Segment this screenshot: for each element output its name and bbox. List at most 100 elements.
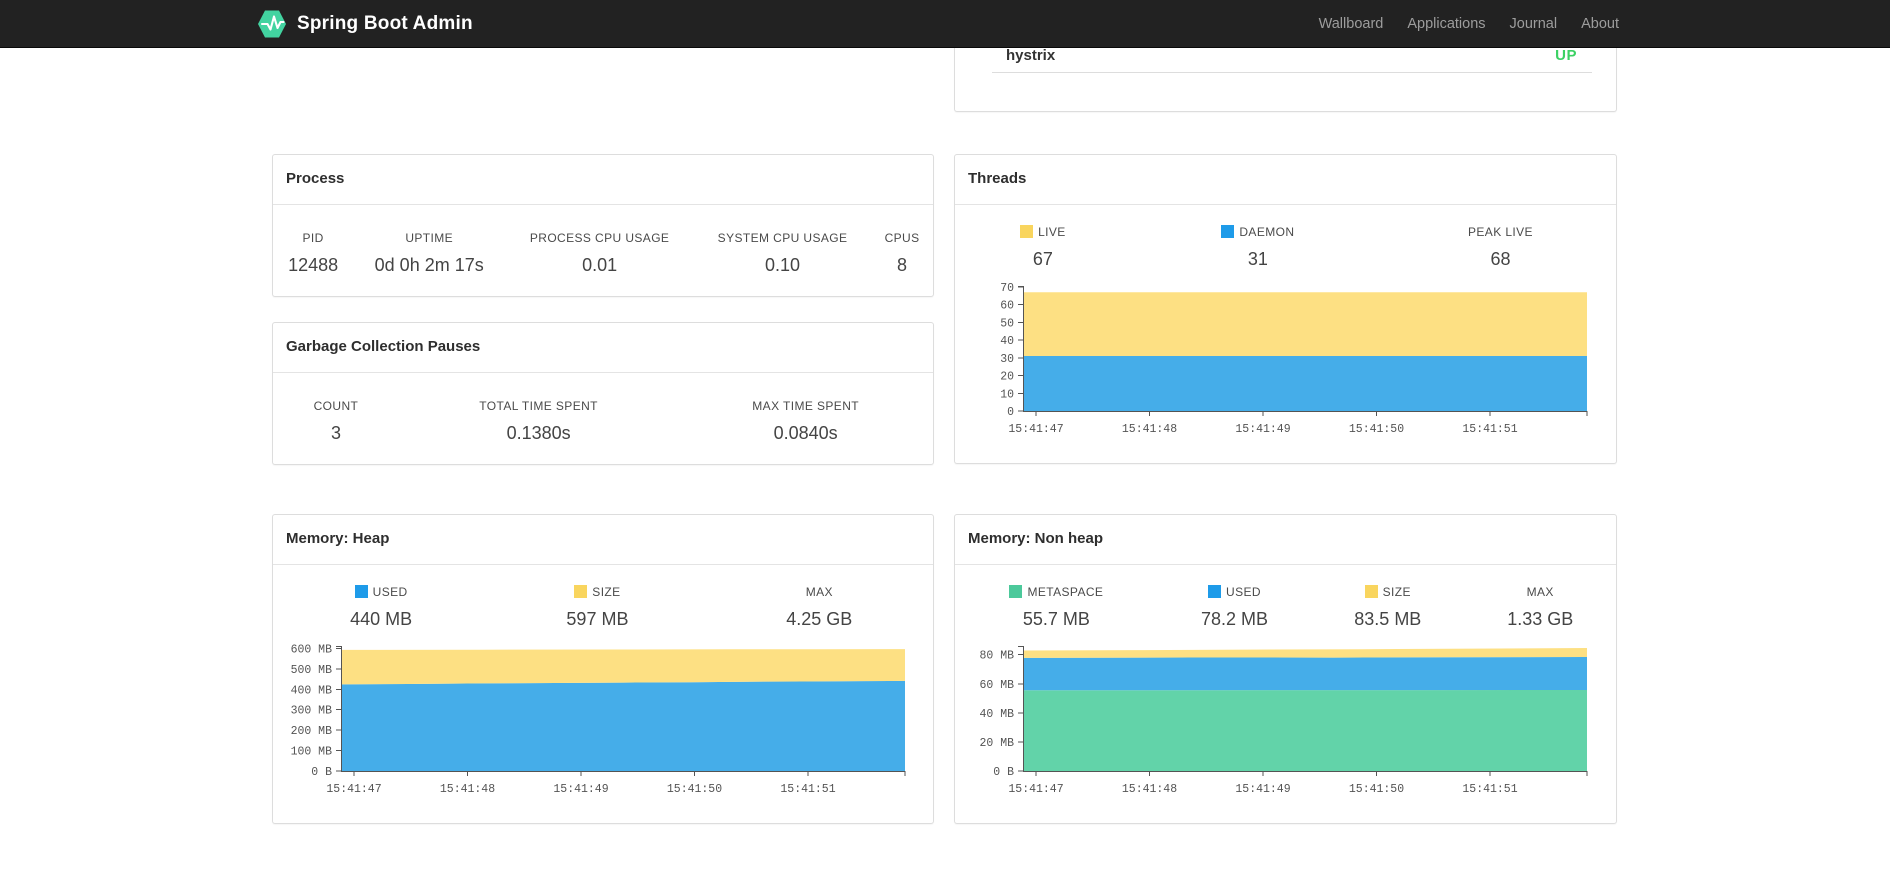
metric-size: SIZE 597 MB (489, 585, 705, 630)
application-row[interactable]: hystrix UP (992, 44, 1592, 73)
x-tick-label: 15:41:48 (440, 783, 495, 796)
area-series-used (341, 680, 905, 771)
y-tick-label: 20 MB (979, 737, 1014, 750)
y-tick-label: 40 (1000, 335, 1014, 348)
y-tick-label: 20 (1000, 371, 1014, 384)
heap-memory-chart: 0 B 100 MB 200 MB 300 MB 400 MB 500 MB 600 MB 1… (291, 643, 906, 796)
y-tick-label: 70 (1000, 282, 1014, 295)
metric-daemon: DAEMON 31 (1131, 225, 1385, 270)
metric-label: USED (281, 585, 481, 599)
metric-value: 597 MB (566, 609, 629, 629)
x-tick-label: 15:41:48 (1122, 783, 1177, 796)
y-tick-label: 600 MB (291, 643, 333, 656)
navbar-inner: Spring Boot Admin Wallboard Applications J… (257, 0, 1619, 48)
legend-swatch-icon (1009, 585, 1023, 598)
y-tick-label: 60 (1000, 300, 1014, 313)
metric-value: 78.2 MB (1200, 609, 1268, 629)
legend-swatch-icon (1221, 225, 1235, 238)
metric-label: COUNT (313, 399, 359, 413)
metric-system-cpu-usage: SYSTEM CPU USAGE 0.10 (694, 231, 871, 276)
y-tick-label: 400 MB (291, 684, 333, 697)
status-badge: UP (1555, 47, 1577, 64)
nav-link-journal[interactable]: Journal (1509, 16, 1558, 32)
area-series-live (1023, 292, 1587, 356)
x-tick-label: 15:41:49 (553, 783, 608, 796)
y-tick-label: 0 B (311, 766, 332, 779)
threads-panel: Threads LIVE 67 DAEMON 31 PEAK LIVE 68 0 10 20 3… (954, 154, 1617, 464)
y-tick-label: 40 MB (979, 708, 1014, 721)
y-tick-label: 60 MB (979, 679, 1014, 692)
nav-links: Wallboard Applications Journal About (1307, 0, 1619, 48)
brand-link[interactable]: Spring Boot Admin (257, 9, 473, 39)
metric-label: PEAK LIVE (1467, 225, 1533, 239)
gc-metrics: COUNT 3 TOTAL TIME SPENT 0.1380s MAX TIME SP… (273, 399, 933, 444)
metric-live: LIVE 67 (955, 225, 1131, 270)
brand-title: Spring Boot Admin (297, 13, 473, 34)
metric-label: MAX (805, 585, 833, 599)
metric-value: 3 (330, 423, 341, 443)
metric-label: LIVE (963, 225, 1123, 239)
legend-swatch-icon (1020, 225, 1034, 238)
metric-value: 4.25 GB (786, 609, 853, 629)
metric-value: 8 (897, 255, 908, 275)
metric-value: 12488 (288, 255, 339, 275)
metric-value: 31 (1247, 249, 1268, 269)
metric-count: COUNT 3 (273, 399, 399, 444)
metric-metaspace: METASPACE 55.7 MB (955, 585, 1158, 630)
y-tick-label: 300 MB (291, 705, 333, 718)
x-tick-label: 15:41:49 (1235, 423, 1290, 436)
metric-label: MAX (1526, 585, 1554, 599)
process-panel: Process PID 12488 UPTIME 0d 0h 2m 17s PROCES… (272, 154, 934, 297)
metric-label: METASPACE (963, 585, 1150, 599)
memory-nonheap-panel: Memory: Non heap METASPACE 55.7 MB USED 78.… (954, 514, 1617, 824)
area-series-size (1023, 648, 1587, 658)
metric-label: TOTAL TIME SPENT (479, 399, 598, 413)
x-tick-label: 15:41:47 (1008, 423, 1063, 436)
metric-value: 0.0840s (773, 423, 838, 443)
metric-used: USED 78.2 MB (1158, 585, 1311, 630)
metric-peak-live: PEAK LIVE 68 (1385, 225, 1616, 270)
x-tick-label: 15:41:51 (1462, 423, 1517, 436)
y-tick-label: 80 MB (979, 650, 1014, 663)
metric-cpus: CPUS 8 (871, 231, 933, 276)
legend-swatch-icon (574, 585, 588, 598)
process-metrics: PID 12488 UPTIME 0d 0h 2m 17s PROCESS CPU US… (273, 231, 933, 276)
metric-value: 55.7 MB (1022, 609, 1090, 629)
metric-label: PID (302, 231, 324, 245)
metric-value: 440 MB (350, 609, 413, 629)
metric-value: 67 (1032, 249, 1053, 269)
x-tick-label: 15:41:51 (1462, 783, 1517, 796)
heap-panel-title: Memory: Heap (273, 515, 933, 565)
gc-panel-title: Garbage Collection Pauses (273, 323, 933, 373)
area-series-metaspace (1023, 690, 1587, 771)
x-tick-label: 15:41:50 (1349, 783, 1404, 796)
metric-value: 0.10 (765, 255, 801, 275)
legend-swatch-icon (1208, 585, 1221, 598)
metric-value: 83.5 MB (1354, 609, 1422, 629)
metric-label: PROCESS CPU USAGE (529, 231, 670, 245)
metric-max-time-spent: MAX TIME SPENT 0.0840s (678, 399, 933, 444)
nav-link-wallboard[interactable]: Wallboard (1318, 16, 1384, 32)
navbar: Spring Boot Admin Wallboard Applications J… (0, 0, 1890, 48)
area-series-daemon (1023, 356, 1587, 411)
nav-link-applications[interactable]: Applications (1407, 16, 1486, 32)
threads-chart: 0 10 20 30 40 50 60 70 15:41:47 15:41:48 15:41:49 1… (1000, 282, 1588, 436)
nav-link-about[interactable]: About (1581, 16, 1619, 32)
y-tick-label: 30 (1000, 353, 1014, 366)
threads-legend: LIVE 67 DAEMON 31 PEAK LIVE 68 (955, 225, 1616, 270)
metric-label: SYSTEM CPU USAGE (717, 231, 848, 245)
nonheap-panel-title: Memory: Non heap (955, 515, 1616, 565)
x-tick-label: 15:41:47 (326, 783, 381, 796)
y-tick-label: 500 MB (291, 664, 333, 677)
metric-label: CPUS (884, 231, 920, 245)
metric-label: DAEMON (1139, 225, 1377, 239)
legend-swatch-icon (1364, 585, 1378, 598)
metric-label: MAX TIME SPENT (752, 399, 860, 413)
metric-max: MAX 4.25 GB (706, 585, 933, 630)
metric-value: 1.33 GB (1507, 609, 1574, 629)
metric-max: MAX 1.33 GB (1464, 585, 1616, 630)
area-series-used (1023, 657, 1587, 691)
metric-value: 0d 0h 2m 17s (374, 255, 484, 275)
metric-label: SIZE (1319, 585, 1456, 599)
metric-value: 68 (1490, 249, 1511, 269)
